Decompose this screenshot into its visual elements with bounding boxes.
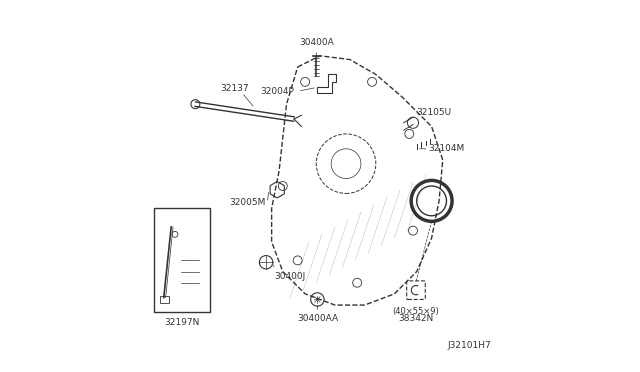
- Text: 32004P: 32004P: [260, 87, 294, 96]
- Text: 32137: 32137: [220, 84, 249, 93]
- Text: 30400A: 30400A: [299, 38, 333, 46]
- Text: 30400J: 30400J: [275, 272, 306, 281]
- Text: 30400AA: 30400AA: [297, 314, 338, 323]
- Bar: [154, 208, 211, 312]
- Text: 32005M: 32005M: [230, 198, 266, 207]
- Text: 38342N: 38342N: [398, 314, 434, 323]
- Text: J32101H7: J32101H7: [447, 341, 491, 350]
- Bar: [160, 296, 170, 303]
- Text: 32104M: 32104M: [428, 144, 464, 153]
- Text: 32197N: 32197N: [164, 318, 200, 327]
- Text: (40×55×9): (40×55×9): [392, 307, 439, 316]
- Text: 32105U: 32105U: [417, 108, 452, 117]
